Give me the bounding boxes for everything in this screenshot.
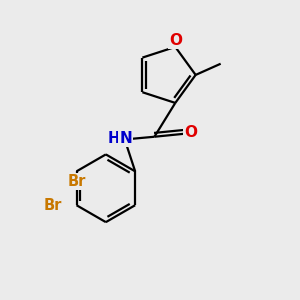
Text: Br: Br — [67, 174, 86, 189]
Text: O: O — [169, 33, 182, 48]
Text: O: O — [184, 125, 197, 140]
Text: Br: Br — [44, 198, 62, 213]
Text: N: N — [119, 131, 132, 146]
Text: H: H — [108, 131, 120, 146]
